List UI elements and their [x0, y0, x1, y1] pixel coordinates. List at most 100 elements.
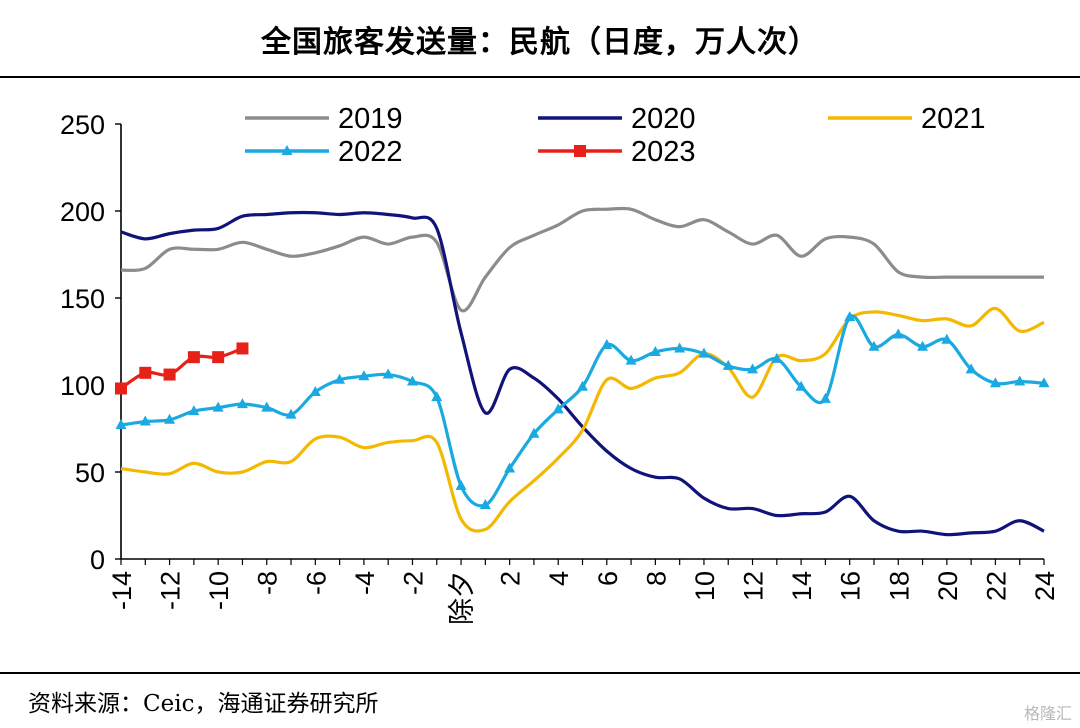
series-2019: [120, 206, 1044, 313]
data-point: [844, 311, 856, 322]
data-point: [358, 370, 370, 381]
data-point: [236, 398, 248, 409]
legend-item-2023: 2023: [538, 136, 696, 168]
x-tick-label: -8: [253, 571, 283, 595]
x-tick-label: 16: [836, 571, 866, 601]
data-point: [1014, 375, 1026, 386]
legend: 2019 2020 2021 2022 2023: [245, 103, 986, 168]
x-tick-label: 20: [933, 571, 963, 601]
data-point: [504, 462, 516, 473]
data-point: [989, 377, 1001, 388]
data-point: [941, 333, 953, 344]
y-tick-label: 200: [60, 197, 105, 227]
data-point: [479, 499, 491, 510]
legend-item-2021: 2021: [828, 103, 986, 135]
x-tick-label: 24: [1030, 571, 1060, 601]
x-tick-label: 22: [981, 571, 1011, 601]
data-point: [577, 380, 588, 391]
legend-item-2020: 2020: [538, 103, 696, 135]
data-point: [1038, 377, 1050, 388]
series-line-2022: [120, 314, 1045, 508]
legend-label: 2021: [921, 103, 986, 135]
data-point: [139, 366, 152, 379]
data-point: [674, 342, 686, 353]
x-tick-label: 4: [544, 571, 574, 586]
y-tick-label: 250: [60, 110, 105, 140]
series-line-2021: [120, 306, 1045, 533]
title-divider: [0, 76, 1080, 78]
data-point: [187, 351, 200, 364]
data-point: [795, 380, 807, 391]
x-tick-label: 12: [739, 571, 769, 601]
y-tick-label: 150: [60, 284, 105, 314]
data-point: [309, 385, 321, 396]
data-point: [115, 382, 127, 395]
series-line-2019: [120, 206, 1044, 313]
series-2022: [115, 311, 1050, 510]
data-point: [892, 328, 904, 339]
data-point: [747, 363, 759, 374]
x-tick-label: 除夕: [447, 571, 477, 625]
series-2021: [120, 306, 1045, 533]
x-tick-label: 14: [787, 571, 817, 601]
data-point: [261, 401, 273, 412]
data-point: [406, 375, 418, 386]
series-layer: [115, 206, 1050, 537]
data-point: [528, 427, 540, 438]
legend-label: 2022: [338, 136, 403, 168]
legend-item-2019: 2019: [245, 103, 403, 135]
x-tick-label: -14: [107, 571, 137, 610]
series-line-2020: [120, 210, 1045, 537]
footer-divider: [0, 672, 1080, 674]
x-tick-label: 10: [690, 571, 720, 601]
data-point: [552, 403, 564, 414]
series-2023: [115, 342, 249, 395]
data-point: [868, 340, 880, 351]
data-point: [164, 413, 176, 424]
data-point: [285, 408, 297, 419]
x-tick-label: 6: [593, 571, 623, 586]
chart-title: 全国旅客发送量：民航（日度，万人次）: [261, 25, 819, 60]
legend-label: 2020: [631, 103, 696, 135]
series-2020: [120, 210, 1045, 537]
x-tick-label: -6: [301, 571, 331, 595]
data-point: [163, 368, 176, 381]
data-point: [139, 415, 151, 426]
data-point: [115, 419, 127, 430]
y-tick-label: 100: [60, 371, 105, 401]
data-point: [236, 342, 249, 355]
x-tick-label: 2: [496, 571, 526, 586]
data-point: [601, 338, 613, 349]
data-point: [771, 352, 783, 363]
data-point: [625, 354, 637, 365]
data-point: [212, 351, 225, 364]
x-tick-label: -4: [350, 571, 380, 595]
data-point: [455, 479, 467, 490]
data-point: [965, 363, 977, 374]
source-note: 资料来源：Ceic，海通证券研究所: [28, 691, 379, 717]
y-tick-label: 0: [90, 545, 105, 575]
x-tick-label: -2: [398, 571, 428, 595]
y-tick-label: 50: [75, 458, 105, 488]
data-point: [819, 392, 831, 403]
legend-label: 2023: [631, 136, 696, 168]
legend-label: 2019: [338, 103, 403, 135]
data-point: [649, 345, 661, 356]
x-tick-label: 8: [641, 571, 671, 586]
data-point: [382, 368, 394, 379]
data-point: [722, 359, 734, 370]
data-point: [698, 347, 710, 358]
x-tick-label: -12: [156, 571, 186, 610]
series-line-2023: [120, 346, 244, 390]
data-point: [212, 401, 224, 412]
legend-marker: [574, 145, 586, 157]
x-tick-label: 18: [884, 571, 914, 601]
x-tick-label: -10: [204, 571, 234, 610]
data-point: [334, 373, 346, 384]
legend-item-2022: 2022: [245, 136, 403, 168]
data-point: [188, 405, 200, 416]
data-point: [431, 391, 443, 402]
data-point: [917, 340, 929, 351]
